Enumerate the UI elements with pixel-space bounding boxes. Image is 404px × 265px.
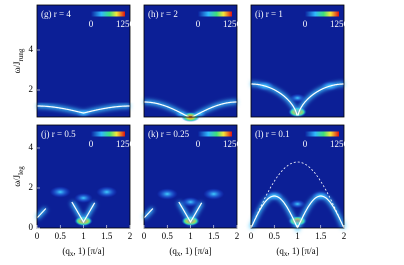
heatmap-background bbox=[37, 125, 130, 228]
panel-label: (i) r = 1 bbox=[255, 9, 283, 19]
spectral-spot bbox=[49, 186, 71, 198]
panel: (j) r = 0.5 0 1250 0 0.5 1 1.5 2 0 2 4 ω/Jleg (qx, 1… bbox=[12, 124, 135, 258]
colorbar bbox=[305, 131, 339, 137]
colorbar-tick-label: 1250 bbox=[116, 19, 135, 29]
panel-label: (h) r = 2 bbox=[148, 9, 178, 19]
x-axis-label-part: , 1) [π/a] bbox=[180, 246, 211, 256]
x-tick-label: 0 bbox=[142, 231, 147, 241]
x-tick-label: 0 bbox=[249, 231, 254, 241]
spectral-spot bbox=[289, 93, 306, 103]
panel-label: (k) r = 0.25 bbox=[148, 129, 190, 139]
x-tick-label: 2 bbox=[128, 231, 133, 241]
spectral-spot bbox=[289, 199, 306, 209]
heatmap-background bbox=[37, 5, 130, 117]
colorbar-tick-label: 0 bbox=[303, 139, 308, 149]
heatmap-background bbox=[144, 5, 237, 117]
x-tick-label: 2 bbox=[342, 231, 347, 241]
x-tick-label: 1 bbox=[188, 231, 193, 241]
dispersion-line bbox=[37, 105, 130, 114]
panel-frame bbox=[250, 4, 345, 118]
spectral-spot bbox=[156, 188, 178, 200]
colorbar-tick-label: 1250 bbox=[330, 19, 349, 29]
colorbar bbox=[91, 11, 125, 17]
y-tick-label: 2 bbox=[29, 182, 34, 192]
panel: (g) r = 4 0 1250 2 4 ω/Jrung bbox=[12, 4, 135, 118]
dispersion-dashed bbox=[250, 161, 344, 229]
x-tick-label: 2 bbox=[235, 231, 240, 241]
x-axis-label: (qx, 1) [π/a] bbox=[276, 246, 318, 258]
heatmap-background bbox=[144, 125, 237, 228]
heatmap-background bbox=[251, 125, 344, 228]
panel: (h) r = 2 0 1250 bbox=[143, 4, 242, 122]
x-axis-label-part: (q bbox=[62, 246, 70, 256]
panel-frame bbox=[143, 4, 238, 118]
x-axis-label: (qx, 1) [π/a] bbox=[169, 246, 211, 258]
spectral-spot bbox=[96, 186, 118, 198]
x-tick-label: 1.5 bbox=[101, 231, 113, 241]
panel-frame bbox=[36, 4, 131, 118]
x-axis-label-part: (q bbox=[276, 246, 284, 256]
colorbar bbox=[305, 11, 339, 17]
dispersion-line bbox=[144, 101, 237, 118]
colorbar bbox=[91, 131, 125, 137]
x-axis-label-part: x bbox=[284, 250, 288, 258]
colorbar-tick-label: 0 bbox=[89, 19, 94, 29]
x-axis-label-part: , 1) [π/a] bbox=[287, 246, 318, 256]
panel-label: (g) r = 4 bbox=[41, 9, 71, 19]
y-axis-label: ω/Jleg bbox=[12, 166, 25, 187]
colorbar bbox=[198, 11, 232, 17]
x-tick-label: 1 bbox=[295, 231, 300, 241]
colorbar-tick-label: 1250 bbox=[116, 139, 135, 149]
panel: (l) r = 0.1 0 1250 0 0.5 1 1.5 2 (qx, 1) [π/a] bbox=[249, 124, 349, 258]
dispersion-line bbox=[251, 83, 344, 116]
x-tick-label: 0.5 bbox=[55, 231, 67, 241]
y-axis-label-sub: leg bbox=[17, 166, 25, 175]
colorbar-tick-label: 0 bbox=[196, 139, 201, 149]
x-tick-label: 1.5 bbox=[315, 231, 327, 241]
x-axis-label-part: x bbox=[177, 250, 181, 258]
x-axis-label-part: , 1) [π/a] bbox=[73, 246, 104, 256]
panel: (k) r = 0.25 0 1250 0 0.5 1 1.5 2 (qx, 1) [π/a] bbox=[142, 124, 242, 258]
y-tick-label: 4 bbox=[29, 142, 34, 152]
colorbar-tick-label: 1250 bbox=[223, 139, 242, 149]
x-tick-label: 1.5 bbox=[208, 231, 220, 241]
x-axis-label: (qx, 1) [π/a] bbox=[62, 246, 104, 258]
spectral-spot bbox=[203, 188, 225, 200]
y-tick-label: 0 bbox=[29, 222, 34, 232]
x-axis-label-part: x bbox=[70, 250, 74, 258]
x-tick-label: 0.5 bbox=[269, 231, 281, 241]
y-axis-label-main: ω/J bbox=[12, 174, 22, 186]
colorbar-tick-label: 1250 bbox=[223, 19, 242, 29]
colorbar bbox=[198, 131, 232, 137]
colorbar-tick-label: 0 bbox=[303, 19, 308, 29]
panel-label: (j) r = 0.5 bbox=[41, 129, 76, 139]
y-axis-label: ω/Jrung bbox=[12, 48, 25, 73]
dispersion-line bbox=[36, 201, 96, 224]
y-axis-label-sub: rung bbox=[17, 48, 25, 61]
colorbar-tick-label: 0 bbox=[196, 19, 201, 29]
spectral-spot bbox=[74, 193, 93, 203]
dispersion-line bbox=[143, 201, 203, 224]
spectral-spot bbox=[181, 197, 200, 207]
panel-label: (l) r = 0.1 bbox=[255, 129, 290, 139]
y-tick-label: 4 bbox=[29, 44, 34, 54]
panel: (i) r = 1 0 1250 bbox=[250, 4, 349, 118]
x-tick-label: 0 bbox=[35, 231, 40, 241]
colorbar-tick-label: 0 bbox=[89, 139, 94, 149]
x-axis-label-part: (q bbox=[169, 246, 177, 256]
y-tick-label: 2 bbox=[29, 84, 34, 94]
x-tick-label: 1 bbox=[81, 231, 86, 241]
x-tick-label: 0.5 bbox=[162, 231, 174, 241]
y-axis-label-main: ω/J bbox=[12, 61, 22, 73]
colorbar-tick-label: 1250 bbox=[330, 139, 349, 149]
